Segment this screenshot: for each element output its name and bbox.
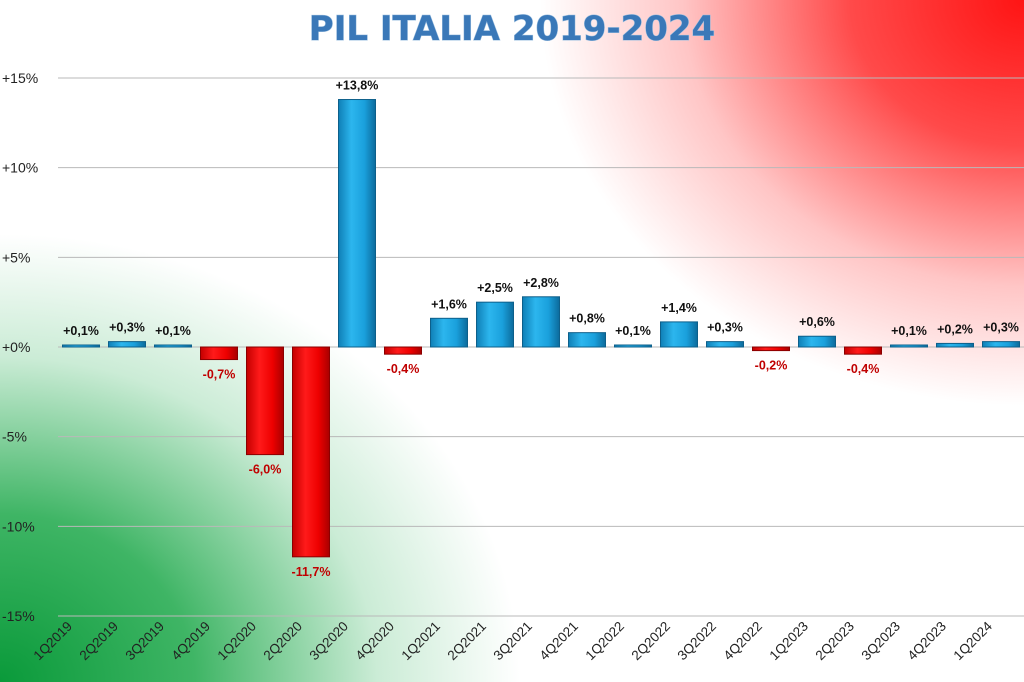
x-tick-label: 3Q2022 [675, 619, 720, 664]
x-tick-label: 2Q2023 [813, 619, 858, 664]
bar-2Q2023 [844, 346, 882, 355]
data-label-2Q2022: +1,4% [661, 301, 697, 315]
bar-1Q2022 [614, 344, 652, 348]
data-label-4Q2020: -0,4% [387, 362, 420, 376]
data-label-3Q2023: +0,1% [891, 324, 927, 338]
x-tick-label: 2Q2020 [261, 619, 306, 664]
x-tick-label: 1Q2019 [31, 619, 76, 664]
x-tick-label: 2Q2021 [445, 619, 490, 664]
x-tick-label: 1Q2022 [583, 619, 628, 664]
bar-1Q2023 [798, 335, 836, 348]
y-tick-label: +5% [2, 249, 30, 265]
bar-1Q2021 [430, 317, 468, 348]
x-tick-label: 4Q2019 [169, 619, 214, 664]
data-label-2Q2020: -11,7% [292, 565, 331, 579]
bar-3Q2020 [338, 99, 376, 348]
x-tick-label: 4Q2020 [353, 619, 398, 664]
data-label-3Q2022: +0,3% [707, 321, 743, 335]
x-tick-label: 3Q2019 [123, 619, 168, 664]
bar-3Q2021 [522, 296, 560, 348]
x-tick-label: 4Q2021 [537, 619, 582, 664]
bar-3Q2019 [154, 344, 192, 348]
x-tick-label: 2Q2022 [629, 619, 674, 664]
x-tick-label: 2Q2019 [77, 619, 122, 664]
data-label-1Q2024: +0,3% [983, 321, 1019, 335]
x-tick-label: 1Q2021 [399, 619, 444, 664]
data-label-4Q2019: -0,7% [203, 368, 236, 382]
data-label-1Q2023: +0,6% [799, 315, 835, 329]
y-tick-label: -15% [2, 608, 35, 624]
x-tick-label: 3Q2020 [307, 619, 352, 664]
bar-3Q2022 [706, 341, 744, 348]
x-tick-label: 3Q2021 [491, 619, 536, 664]
data-label-4Q2023: +0,2% [937, 322, 973, 336]
bar-3Q2023 [890, 344, 928, 348]
bar-2Q2019 [108, 341, 146, 348]
data-label-3Q2020: +13,8% [336, 79, 379, 93]
data-label-1Q2019: +0,1% [63, 324, 99, 338]
bar-1Q2024 [982, 341, 1020, 348]
data-label-3Q2019: +0,1% [155, 324, 191, 338]
chart-title: PIL ITALIA 2019-2024 [309, 9, 715, 49]
bar-4Q2023 [936, 342, 974, 348]
data-label-2Q2023: -0,4% [847, 362, 880, 376]
x-tick-label: 4Q2022 [721, 619, 766, 664]
bar-2Q2020 [292, 346, 330, 558]
y-tick-label: +0% [2, 339, 30, 355]
data-label-1Q2021: +1,6% [431, 297, 467, 311]
y-axis-ticks: +15% +10% +5% +0% -5% -10% -15% [2, 70, 38, 624]
bars [62, 99, 1020, 558]
data-label-2Q2021: +2,5% [477, 281, 513, 295]
x-tick-label: 4Q2023 [905, 619, 950, 664]
y-tick-label: -10% [2, 518, 35, 534]
x-axis-ticks: 1Q2019 2Q2019 3Q2019 4Q2019 1Q2020 2Q2020 3Q20… [31, 618, 996, 663]
bar-1Q2019 [62, 344, 100, 348]
bar-4Q2019 [200, 346, 238, 361]
data-label-1Q2022: +0,1% [615, 324, 651, 338]
x-tick-label: 1Q2023 [767, 619, 812, 664]
data-label-2Q2019: +0,3% [109, 321, 145, 335]
bar-1Q2020 [246, 346, 284, 456]
y-tick-label: +15% [2, 70, 38, 86]
y-tick-label: +10% [2, 160, 38, 176]
data-label-4Q2022: -0,2% [755, 359, 788, 373]
data-label-1Q2020: -6,0% [249, 463, 282, 477]
bar-4Q2022 [752, 346, 790, 352]
x-tick-label: 1Q2024 [951, 618, 996, 663]
y-tick-label: -5% [2, 429, 27, 445]
x-tick-label: 3Q2023 [859, 619, 904, 664]
bar-4Q2020 [384, 346, 422, 355]
x-tick-label: 1Q2020 [215, 619, 260, 664]
bar-4Q2021 [568, 332, 606, 348]
bar-2Q2021 [476, 301, 514, 348]
data-label-3Q2021: +2,8% [523, 276, 559, 290]
data-label-4Q2021: +0,8% [569, 312, 605, 326]
data-labels: +0,1% +0,3% +0,1% -0,7% -6,0% -11,7% +13,8% -0,… [63, 79, 1019, 579]
bar-2Q2022 [660, 321, 698, 348]
